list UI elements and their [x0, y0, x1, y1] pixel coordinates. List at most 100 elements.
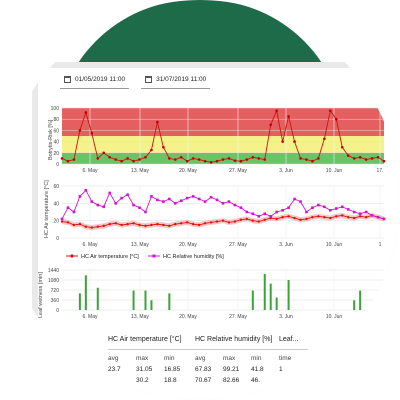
stats-subheader: max [136, 355, 149, 362]
y-tick-label: 100 [51, 106, 60, 112]
data-point [251, 155, 255, 159]
data-point [150, 148, 153, 152]
stats-cell: 99.21 [223, 366, 240, 373]
humidity-point [340, 205, 344, 209]
humidity-point [305, 210, 308, 214]
x-tick-label: 10. Jun [326, 314, 343, 320]
temperature-point [209, 221, 213, 224]
data-point [317, 157, 320, 160]
stats-cell: 31.05 [136, 366, 153, 373]
humidity-point [72, 210, 76, 214]
temperature-point [174, 222, 177, 226]
botrytis-risk-chart: 100 80 60 40 20 0 6. May 13. May 20. May 27. May… [48, 106, 386, 174]
temperature-point [84, 225, 88, 228]
leaf-wetness-bar [287, 280, 290, 310]
data-point [60, 157, 64, 160]
data-point [340, 145, 344, 149]
data-point [114, 158, 117, 161]
humidity-point [281, 208, 284, 212]
data-point [257, 157, 261, 160]
humidity-point [156, 198, 159, 202]
humidity-point [287, 206, 290, 209]
y-axis-label: Leaf wetness [min] [38, 272, 44, 318]
humidity-point [299, 200, 302, 203]
humidity-point [108, 191, 112, 195]
temperature-point [180, 222, 183, 225]
humidity-point [293, 197, 296, 201]
data-point [227, 157, 231, 160]
stats-cell: 82.66 [223, 377, 240, 384]
data-point [329, 109, 332, 113]
humidity-point [257, 215, 261, 218]
data-point [382, 159, 386, 163]
stats-row: 30.2 18.8 70.67 82.66 46. [108, 375, 378, 386]
leaf-wetness-bar [269, 283, 272, 310]
temperature-point [364, 216, 368, 219]
data-point [334, 117, 338, 121]
x-tick-label: 20. May [179, 168, 197, 174]
humidity-point [251, 212, 255, 216]
y-tick-label: 720 [51, 288, 60, 294]
humidity-point [382, 217, 386, 221]
x-tick-label: 1 [379, 242, 382, 248]
x-tick-label: 13. May [131, 242, 149, 248]
temperature-point [263, 218, 266, 221]
temperature-point [335, 215, 338, 218]
legend-humidity[interactable]: HC Relative humidity [%] [163, 254, 224, 260]
temperature-point [281, 216, 284, 219]
x-tick-label: 10. Jun [326, 242, 343, 248]
humidity-point [227, 200, 231, 203]
humidity-point [78, 195, 82, 198]
data-point [84, 111, 88, 114]
data-point [245, 158, 249, 161]
humidity-point [311, 206, 314, 209]
y-tick-label: 40 [53, 140, 59, 146]
stats-header-leaf: Leaf... [279, 336, 299, 343]
x-tick-label: 6. May [82, 168, 98, 174]
temperature-point [257, 220, 260, 223]
temperature-point [126, 222, 129, 226]
legend-marker [152, 254, 156, 258]
y-tick-label: 80 [53, 117, 59, 123]
legend-temperature[interactable]: HC Air temperature [°C] [81, 254, 139, 260]
humidity-point [203, 200, 207, 203]
leaf-wetness-bar [84, 275, 87, 310]
data-point [185, 159, 189, 163]
data-point [233, 159, 237, 162]
leaf-wetness-bar [132, 290, 135, 310]
data-point [102, 151, 106, 155]
start-date-field[interactable]: 01/05/2019 11:00 [60, 72, 130, 89]
humidity-point [197, 197, 201, 201]
data-point [287, 115, 290, 118]
data-point [358, 155, 362, 159]
data-point [239, 159, 243, 163]
temperature-point [102, 224, 105, 228]
data-point [376, 155, 380, 159]
x-tick-label: 20. May [179, 314, 197, 320]
data-point [179, 155, 183, 159]
y-tick-label: 1440 [48, 268, 59, 274]
x-tick-label: 10. Jun [326, 168, 343, 174]
x-tick-label: 27. May [229, 168, 247, 174]
data-point [144, 155, 147, 159]
data-point [364, 158, 368, 161]
humidity-point [60, 217, 64, 221]
leaf-wetness-bar [150, 300, 153, 310]
temperature-point [144, 224, 147, 228]
humidity-point [102, 205, 106, 209]
data-point [299, 157, 302, 160]
humidity-point [317, 203, 320, 207]
stats-subheader: avg [195, 355, 206, 362]
humidity-point [245, 210, 249, 214]
end-date-field[interactable]: 31/07/2019 11:00 [141, 72, 211, 89]
temperature-point [341, 214, 344, 217]
temperature-point [245, 217, 249, 221]
data-point [96, 157, 100, 160]
data-point [197, 158, 201, 161]
temperature-point [162, 223, 165, 227]
x-tick-label: 20. May [179, 242, 197, 248]
humidity-point [90, 200, 94, 203]
temperature-point [287, 215, 290, 218]
humidity-point [120, 196, 123, 200]
